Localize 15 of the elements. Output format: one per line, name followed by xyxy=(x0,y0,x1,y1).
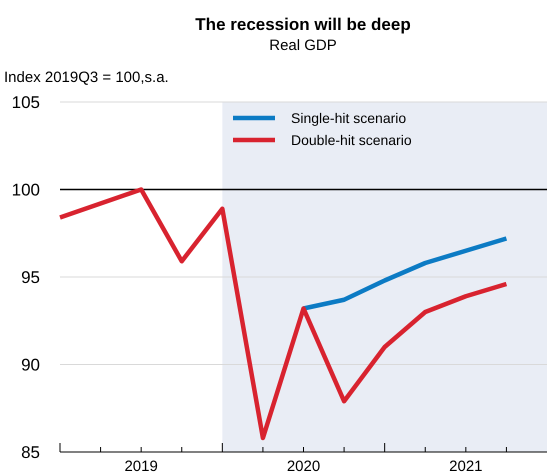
y-tick-label: 95 xyxy=(21,268,40,287)
line-series xyxy=(301,236,509,311)
line-series xyxy=(58,187,509,440)
y-tick-label: 105 xyxy=(12,92,40,112)
legend-label: Double-hit scenario xyxy=(291,132,412,148)
y-tick-label: 85 xyxy=(21,442,40,462)
x-tick-label: 2019 xyxy=(124,458,158,475)
chart-title: The recession will be deep xyxy=(195,15,411,34)
chart-subtitle: Real GDP xyxy=(269,37,337,54)
x-tick-label: 2020 xyxy=(286,458,320,475)
y-tick-label: 90 xyxy=(21,355,40,374)
y-axis-title: Index 2019Q3 = 100,s.a. xyxy=(4,69,169,86)
legend-label: Single-hit scenario xyxy=(291,110,406,126)
y-tick-label: 100 xyxy=(12,180,40,200)
x-tick-label: 2021 xyxy=(449,458,483,475)
